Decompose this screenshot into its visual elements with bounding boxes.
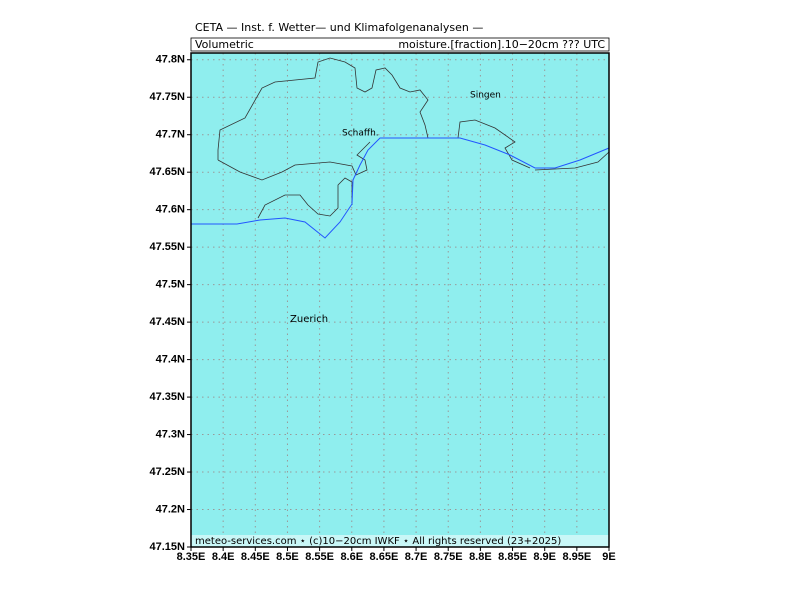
x-tick-label: 8.7E <box>405 551 428 563</box>
x-tick-label: 8.6E <box>340 551 363 563</box>
footer-band <box>191 535 609 547</box>
x-tick-label: 8.75E <box>434 551 463 563</box>
x-tick-label: 8.85E <box>498 551 527 563</box>
map-title: CETA — Inst. f. Wetter— und Klimafolgena… <box>195 21 483 34</box>
border <box>534 151 610 171</box>
x-tick-label: 8.8E <box>469 551 492 563</box>
y-tick-label: 47.6N <box>156 204 185 216</box>
river <box>191 137 610 239</box>
right-label: moisture.[fraction].10−20cm ??? UTC <box>398 38 605 51</box>
x-tick-label: 8.95E <box>562 551 591 563</box>
y-tick-label: 47.55N <box>150 241 186 253</box>
place-label: Zuerich <box>290 314 328 325</box>
y-tick-label: 47.45N <box>150 316 186 328</box>
y-tick-label: 47.4N <box>156 354 185 366</box>
footer: meteo-services.com ⋆ (c)10−20cm IWKF ⋆ A… <box>195 536 561 547</box>
place-label: Schaffh. <box>342 129 379 139</box>
y-tick-label: 47.35N <box>150 391 186 403</box>
map-area <box>191 53 609 547</box>
header-box <box>190 37 610 52</box>
x-tick-label: 8.65E <box>370 551 399 563</box>
y-tick-label: 47.3N <box>156 428 185 440</box>
y-tick-label: 47.5N <box>156 279 185 291</box>
y-tick-label: 47.65N <box>150 166 186 178</box>
y-tick-label: 47.75N <box>150 91 186 103</box>
place-label: Singen <box>470 91 501 101</box>
border <box>457 119 531 169</box>
x-tick-label: 8.45E <box>241 551 270 563</box>
y-tick-label: 47.2N <box>156 503 185 515</box>
x-tick-label: 8.9E <box>533 551 556 563</box>
frame <box>190 52 610 548</box>
x-tick-label: 8.35E <box>177 551 206 563</box>
x-tick-label: 8.4E <box>212 551 235 563</box>
y-tick-label: 47.7N <box>156 129 185 141</box>
x-tick-label: 8.5E <box>276 551 299 563</box>
left-label: Volumetric <box>195 38 254 51</box>
y-tick-label: 47.25N <box>150 466 186 478</box>
border <box>217 57 429 160</box>
y-tick-label: 47.15N <box>150 541 186 553</box>
border <box>257 177 353 219</box>
y-tick-label: 47.8N <box>156 54 185 66</box>
x-tick-label: 9E <box>602 551 615 563</box>
x-tick-label: 8.55E <box>305 551 334 563</box>
